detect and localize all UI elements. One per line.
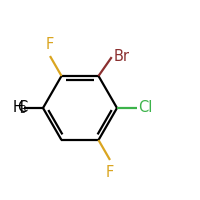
- Text: Br: Br: [114, 49, 130, 64]
- Text: Cl: Cl: [139, 100, 153, 115]
- Text: F: F: [106, 165, 114, 180]
- Text: 3: 3: [19, 105, 25, 115]
- Text: H: H: [12, 100, 23, 115]
- Text: C: C: [18, 100, 28, 115]
- Text: F: F: [46, 37, 54, 52]
